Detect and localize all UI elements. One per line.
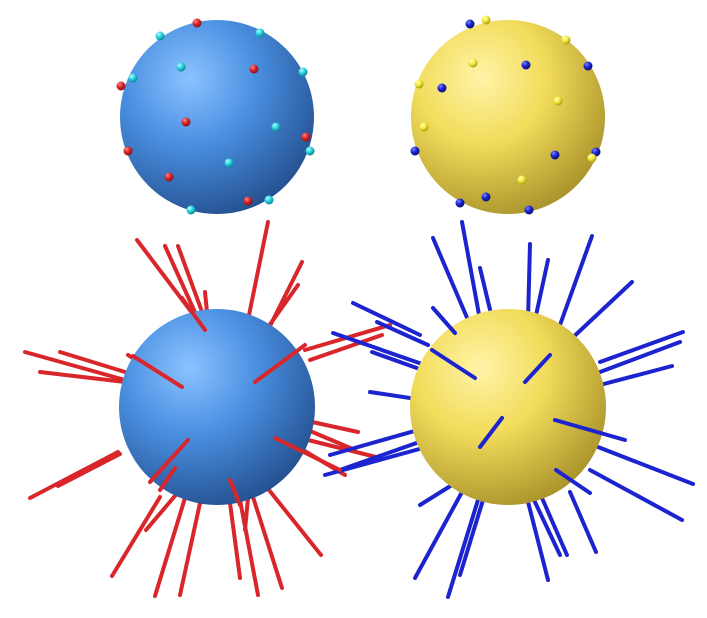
blue-spike [446,498,480,599]
blue-dot [455,198,465,208]
red-spike [110,495,162,578]
blue-spike [413,490,464,580]
blue-spike [431,306,457,335]
yellow-dot [468,58,478,68]
red-spike [308,333,384,362]
blue-sphere-bottom [119,309,315,505]
red-spike [153,496,187,598]
red-spike [264,283,300,332]
red-spike [23,350,127,382]
yellow-dot [587,153,597,163]
blue-spike [430,348,477,380]
red-dot [181,117,191,127]
blue-dot [583,61,593,71]
blue-spike [558,234,594,327]
blue-spike [523,488,550,582]
red-spike [243,496,250,532]
blue-spike [328,426,427,457]
blue-spike [588,468,684,522]
red-spike [176,244,207,322]
blue-dot [521,60,531,70]
red-spike [131,354,184,389]
blue-dot [410,146,420,156]
red-spike [144,488,182,532]
red-spike [180,296,207,332]
yellow-dot [419,122,429,132]
cyan-dot [176,62,186,72]
cyan-dot [298,67,308,77]
red-spike [28,450,120,500]
yellow-dot [481,15,491,25]
red-dot [301,132,311,142]
cyan-dot [128,73,138,83]
cyan-dot [264,195,274,205]
blue-spike [526,242,532,322]
blue-spike [566,280,634,344]
red-spike [238,498,260,597]
red-spike [246,220,270,322]
red-spike [228,501,242,580]
cyan-dot [271,122,281,132]
red-spike [158,466,177,492]
blue-spike [351,301,422,337]
blue-spike [331,331,427,367]
red-spike [251,495,284,590]
red-dot [243,196,253,206]
blue-sphere-top [120,20,314,214]
cyan-dot [186,205,196,215]
yellow-sphere-bottom [410,309,606,505]
blue-spike [596,445,695,486]
blue-spike [532,498,562,557]
blue-spike [553,418,627,442]
yellow-dot [561,35,571,45]
red-dot [192,18,202,28]
red-dot [116,81,126,91]
blue-spike [375,320,430,347]
blue-dot [550,150,560,160]
red-spike [263,483,323,557]
blue-spike [478,416,504,449]
yellow-dot [517,175,527,185]
blue-dot [524,205,534,215]
red-spike [56,452,122,488]
blue-spike [598,330,685,364]
yellow-sphere-top [411,20,605,214]
blue-dot [437,83,447,93]
red-dot [164,172,174,182]
yellow-dot [553,96,563,106]
red-spike [178,501,202,597]
blue-spike [431,236,470,322]
red-spike [148,438,190,484]
blue-spike [458,498,485,577]
blue-spike [598,340,682,374]
red-spike [203,290,209,314]
blue-spike [540,496,569,557]
cyan-dot [224,158,234,168]
blue-spike [554,468,592,495]
blue-spike [478,266,494,320]
spikes-and-dots-front [116,15,627,507]
blue-dot [481,192,491,202]
yellow-dot [414,79,424,89]
red-spike [228,478,242,507]
red-spike [58,350,127,374]
blue-spike [598,364,674,387]
cyan-dot [155,31,165,41]
red-spike [38,370,127,384]
red-spike [253,343,307,384]
blue-spike [533,258,550,322]
red-dot [249,64,259,74]
red-spike [273,436,342,472]
red-dot [123,146,133,156]
blue-spike [523,353,552,384]
blue-spike [568,490,598,554]
blue-spike [460,220,482,322]
blue-dot [465,19,475,29]
cyan-dot [305,146,315,156]
cyan-dot [255,28,265,38]
